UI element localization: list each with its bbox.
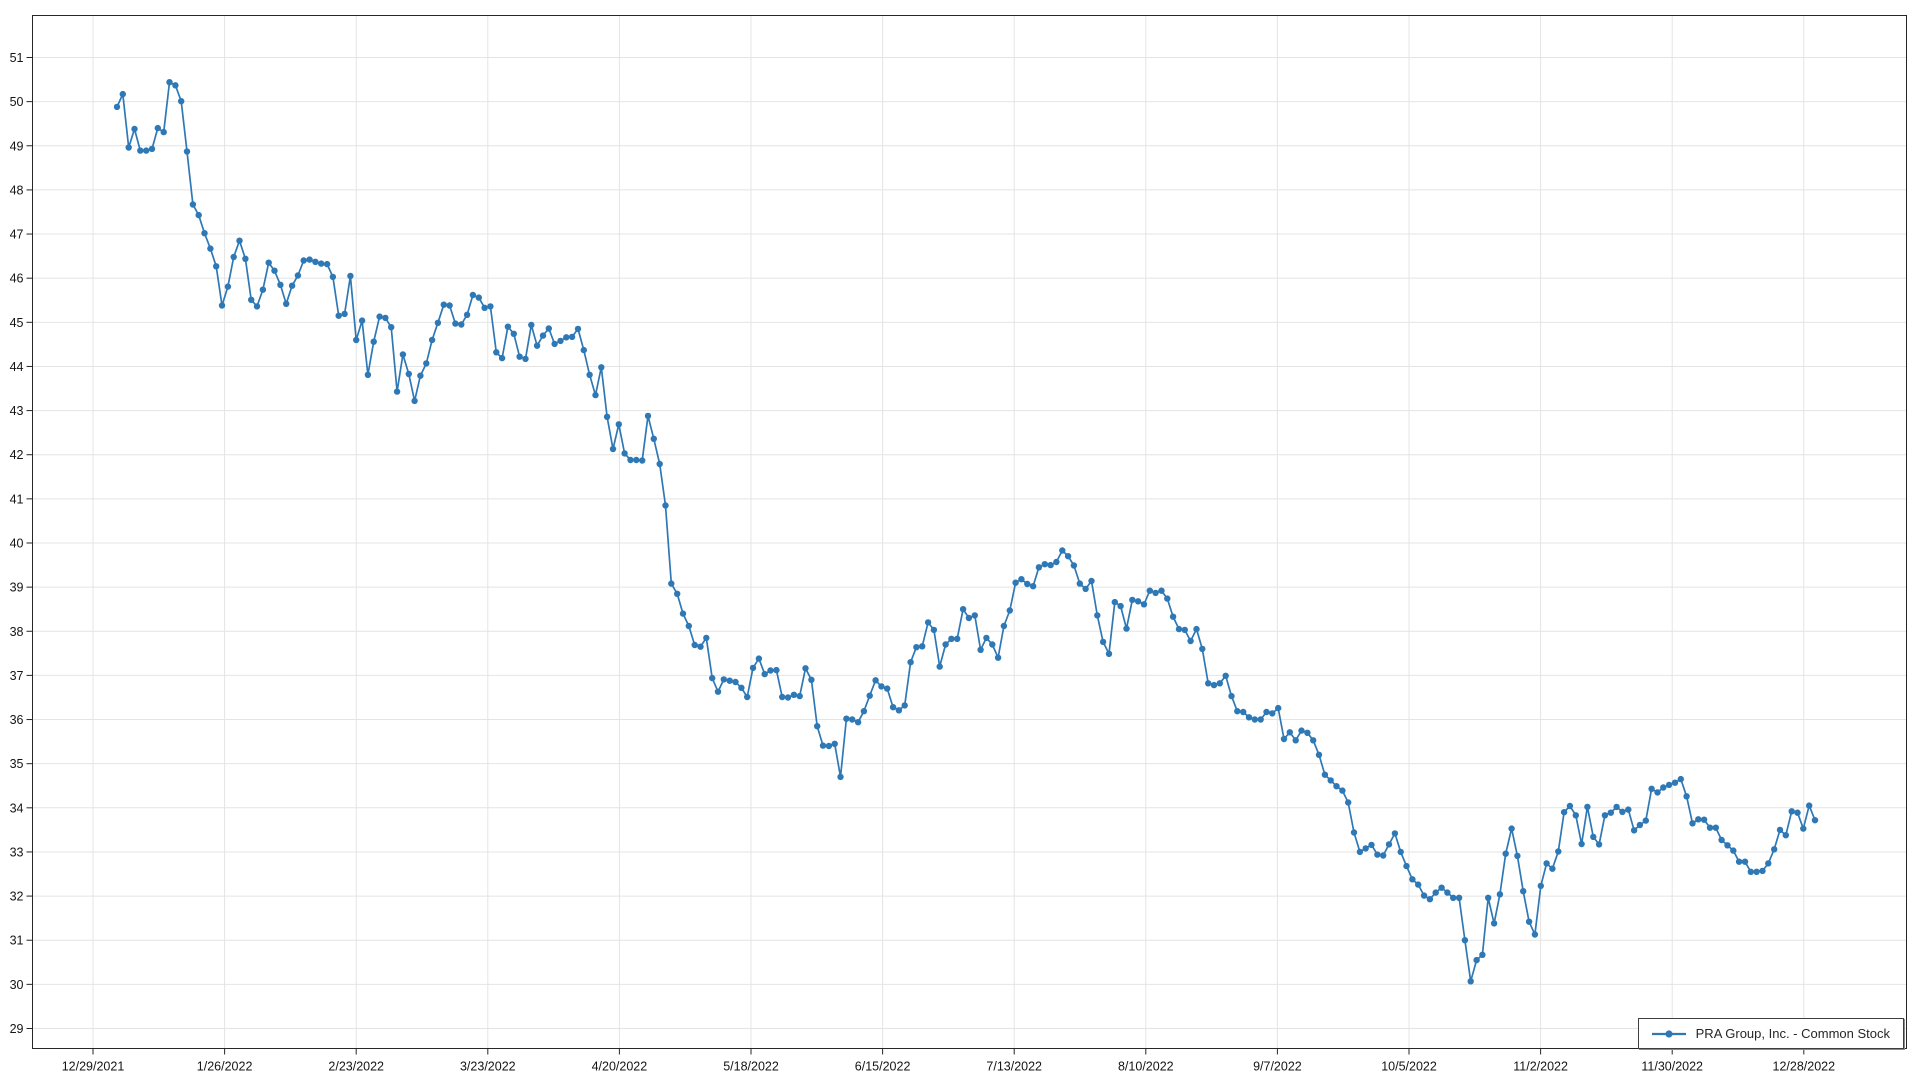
svg-text:2/23/2022: 2/23/2022 xyxy=(328,1060,384,1074)
legend-series-marker-icon xyxy=(1651,1029,1686,1038)
svg-text:3/23/2022: 3/23/2022 xyxy=(460,1060,516,1074)
svg-text:36: 36 xyxy=(10,713,24,727)
svg-text:31: 31 xyxy=(10,934,24,948)
axes xyxy=(26,15,1907,1055)
svg-text:49: 49 xyxy=(10,139,24,153)
svg-text:40: 40 xyxy=(10,536,24,550)
svg-text:34: 34 xyxy=(10,801,24,815)
y-axis-labels: 29 30 31 32 33 34 35 36 37 38 39 40 41 42 43 44 45 46 47 48… xyxy=(10,51,24,1036)
x-axis-labels: 12/29/2021 1/26/2022 2/23/2022 3/23/2022 4/2… xyxy=(62,1060,1835,1074)
svg-text:12/28/2022: 12/28/2022 xyxy=(1773,1060,1836,1074)
svg-text:7/13/2022: 7/13/2022 xyxy=(986,1060,1042,1074)
legend-series-label: PRA Group, Inc. - Common Stock xyxy=(1695,1026,1890,1041)
svg-text:35: 35 xyxy=(10,757,24,771)
svg-text:41: 41 xyxy=(10,492,24,506)
svg-text:8/10/2022: 8/10/2022 xyxy=(1118,1060,1174,1074)
svg-text:44: 44 xyxy=(10,360,24,374)
svg-text:30: 30 xyxy=(10,978,24,992)
svg-text:45: 45 xyxy=(10,316,24,330)
svg-text:48: 48 xyxy=(10,183,24,197)
svg-text:12/29/2021: 12/29/2021 xyxy=(62,1060,125,1074)
svg-text:11/2/2022: 11/2/2022 xyxy=(1513,1060,1568,1074)
svg-text:1/26/2022: 1/26/2022 xyxy=(197,1060,253,1074)
svg-text:32: 32 xyxy=(10,890,24,904)
svg-text:4/20/2022: 4/20/2022 xyxy=(592,1060,648,1074)
svg-text:33: 33 xyxy=(10,845,24,859)
svg-text:39: 39 xyxy=(10,581,24,595)
price-series-markers xyxy=(113,79,1819,985)
gridlines xyxy=(32,15,1907,1049)
svg-text:29: 29 xyxy=(10,1022,24,1036)
svg-text:38: 38 xyxy=(10,625,24,639)
svg-text:47: 47 xyxy=(10,228,24,242)
chart-legend: PRA Group, Inc. - Common Stock xyxy=(1637,1018,1904,1049)
svg-text:5/18/2022: 5/18/2022 xyxy=(723,1060,779,1074)
svg-text:37: 37 xyxy=(10,669,24,683)
svg-text:50: 50 xyxy=(10,95,24,109)
svg-text:43: 43 xyxy=(10,404,24,418)
svg-text:51: 51 xyxy=(10,51,24,65)
svg-text:11/30/2022: 11/30/2022 xyxy=(1641,1060,1703,1074)
price-series xyxy=(113,79,1819,985)
svg-text:46: 46 xyxy=(10,272,24,286)
svg-text:6/15/2022: 6/15/2022 xyxy=(855,1060,911,1074)
svg-text:42: 42 xyxy=(10,448,24,462)
svg-text:9/7/2022: 9/7/2022 xyxy=(1253,1060,1302,1074)
svg-text:10/5/2022: 10/5/2022 xyxy=(1381,1060,1437,1074)
